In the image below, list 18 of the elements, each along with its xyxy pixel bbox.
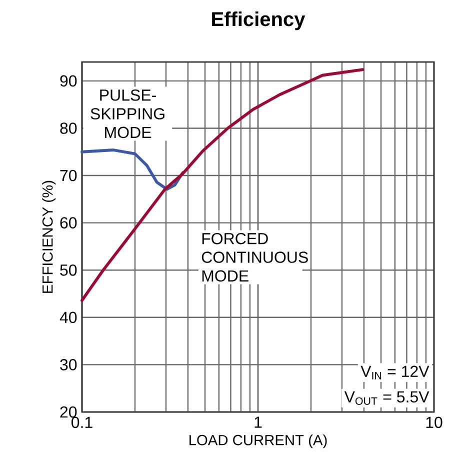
y-tick-label: 70 bbox=[60, 170, 77, 182]
y-axis-title: EFFICIENCY (%) bbox=[42, 180, 56, 293]
x-tick-label: 1 bbox=[254, 416, 262, 428]
y-tick-label: 30 bbox=[60, 359, 77, 370]
y-tick-label: 20 bbox=[60, 406, 77, 418]
x-tick-label: 10 bbox=[426, 416, 442, 428]
y-tick-label: 90 bbox=[60, 75, 77, 87]
y-tick-label: 60 bbox=[60, 217, 77, 228]
x-axis-title: LOAD CURRENT (A) bbox=[190, 434, 327, 448]
chart-title: Efficiency bbox=[212, 12, 306, 30]
x-tick-label: 0.1 bbox=[72, 416, 92, 428]
annotation: FORCED CONTINUOUS MODE bbox=[202, 232, 308, 282]
annotation: V$_{IN}$ = 12V bbox=[360, 366, 430, 380]
y-tick-label: 40 bbox=[60, 312, 77, 324]
annotation: PULSE-SKIPPING MODE bbox=[90, 89, 164, 138]
annotation: V$_{OUT}$ = 5.5V bbox=[344, 391, 430, 405]
y-tick-label: 50 bbox=[60, 264, 77, 276]
y-tick-label: 80 bbox=[60, 122, 77, 134]
